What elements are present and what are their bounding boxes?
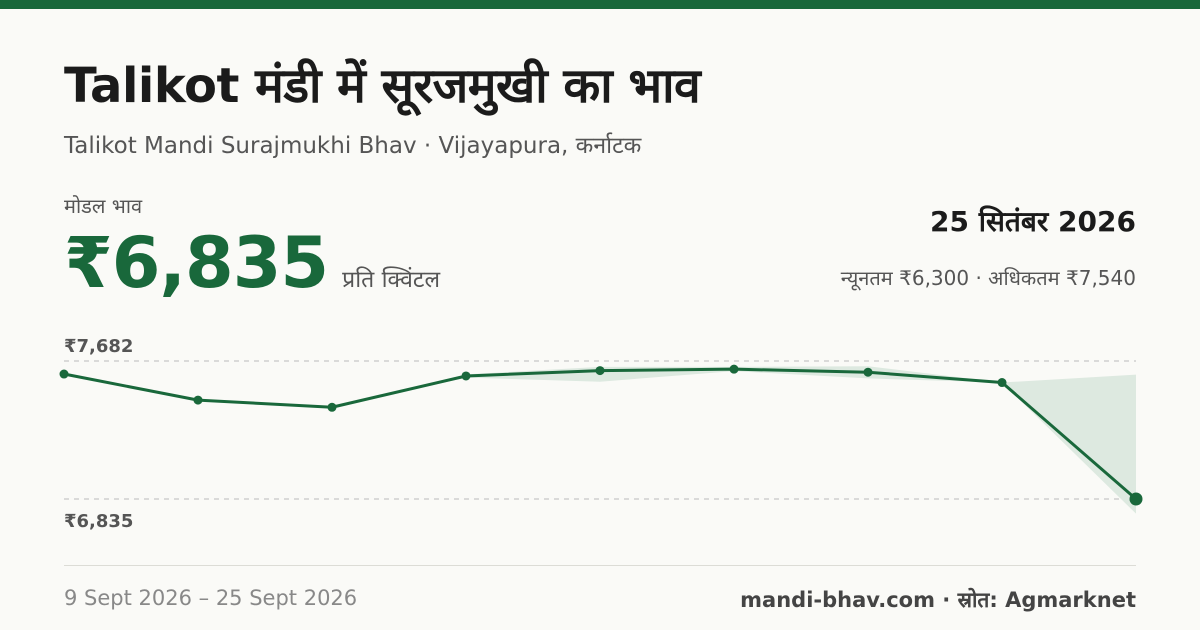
data-point [729,364,739,374]
price-date: 25 सितंबर 2026 [930,205,1136,238]
min-max-band [64,366,1136,514]
model-price-row: ₹6,835 प्रति क्विंटल [64,222,440,304]
data-point [461,371,471,381]
data-point [193,395,203,405]
footer-source: mandi-bhav.com · स्रोत: Agmarknet [740,588,1136,612]
model-price-value: ₹6,835 [64,222,329,304]
min-max-range: न्यूनतम ₹6,300 · अधिकतम ₹7,540 [840,266,1136,290]
price-unit: प्रति क्विंटल [342,267,441,293]
data-point [863,367,873,377]
top-accent-bar [0,0,1200,9]
data-point [1129,492,1143,506]
y-tick-label-bottom: ₹6,835 [64,511,133,532]
y-tick-label-top: ₹7,682 [64,336,133,357]
page-subtitle: Talikot Mandi Surajmukhi Bhav · Vijayapu… [64,133,642,159]
data-point [997,378,1007,388]
data-point [327,402,337,412]
footer-divider [64,565,1136,566]
data-point [595,366,605,376]
data-point [59,369,69,379]
footer-date-range: 9 Sept 2026 – 25 Sept 2026 [64,586,358,610]
modal-price-line [62,367,1138,501]
page-title: Talikot मंडी में सूरजमुखी का भाव [64,58,701,114]
model-price-label: मोडल भाव [64,194,143,218]
